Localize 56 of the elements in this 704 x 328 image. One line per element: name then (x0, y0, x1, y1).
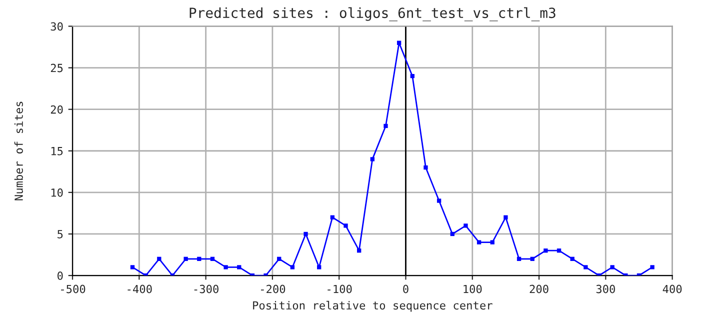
point (396, 40, 402, 45)
x-tick-label: 100 (464, 284, 482, 294)
point (490, 240, 494, 244)
point (157, 256, 162, 261)
point (210, 256, 215, 261)
y-axis-title: Number of sites (14, 102, 23, 200)
point (610, 265, 614, 270)
point (344, 224, 348, 228)
x-tick-label: -500 (61, 284, 86, 294)
point (504, 215, 508, 220)
point (516, 256, 522, 261)
x-tick-label: 400 (662, 284, 682, 294)
x-tick-label: 0 (403, 284, 408, 294)
point (530, 256, 534, 261)
point (264, 273, 268, 276)
point (197, 256, 202, 261)
y-tick-label: 20 (50, 105, 63, 114)
y-tick-label: 15 (51, 147, 63, 156)
point (290, 265, 295, 270)
point (184, 256, 188, 261)
point (556, 248, 562, 253)
point (450, 232, 454, 236)
point (277, 256, 282, 261)
point (650, 265, 654, 270)
point (130, 265, 135, 270)
point (317, 265, 322, 270)
point (436, 198, 442, 203)
x-tick-label: -100 (328, 284, 352, 294)
point (237, 265, 242, 270)
y-tick-label: 10 (51, 188, 63, 197)
point (357, 248, 362, 253)
point (384, 124, 388, 128)
x-tick-label: -400 (128, 284, 152, 294)
point (476, 240, 482, 244)
point (464, 224, 468, 228)
x-tick-label: -300 (194, 284, 218, 294)
point (304, 232, 308, 236)
x-tick-label: -200 (261, 284, 286, 294)
point (570, 256, 574, 261)
x-axis-title: Position relative to sequence center (253, 300, 492, 312)
x-tick-label: 300 (596, 284, 615, 294)
y-tick-label: 5 (58, 230, 63, 238)
point (144, 273, 148, 276)
point (584, 265, 588, 270)
y-tick-label: 0 (58, 272, 63, 280)
y-tick-label: 30 (50, 22, 63, 31)
x-tick-label: 200 (530, 284, 548, 294)
y-tick-label: 25 (50, 64, 63, 72)
point (624, 273, 628, 276)
point (224, 265, 228, 270)
point (330, 215, 335, 220)
point (370, 157, 374, 162)
point (424, 165, 428, 170)
point (544, 248, 548, 253)
chart-title: Predicted sites : oligos_6nt_test_vs_ctrl_m3 (190, 7, 556, 22)
point (410, 74, 414, 78)
